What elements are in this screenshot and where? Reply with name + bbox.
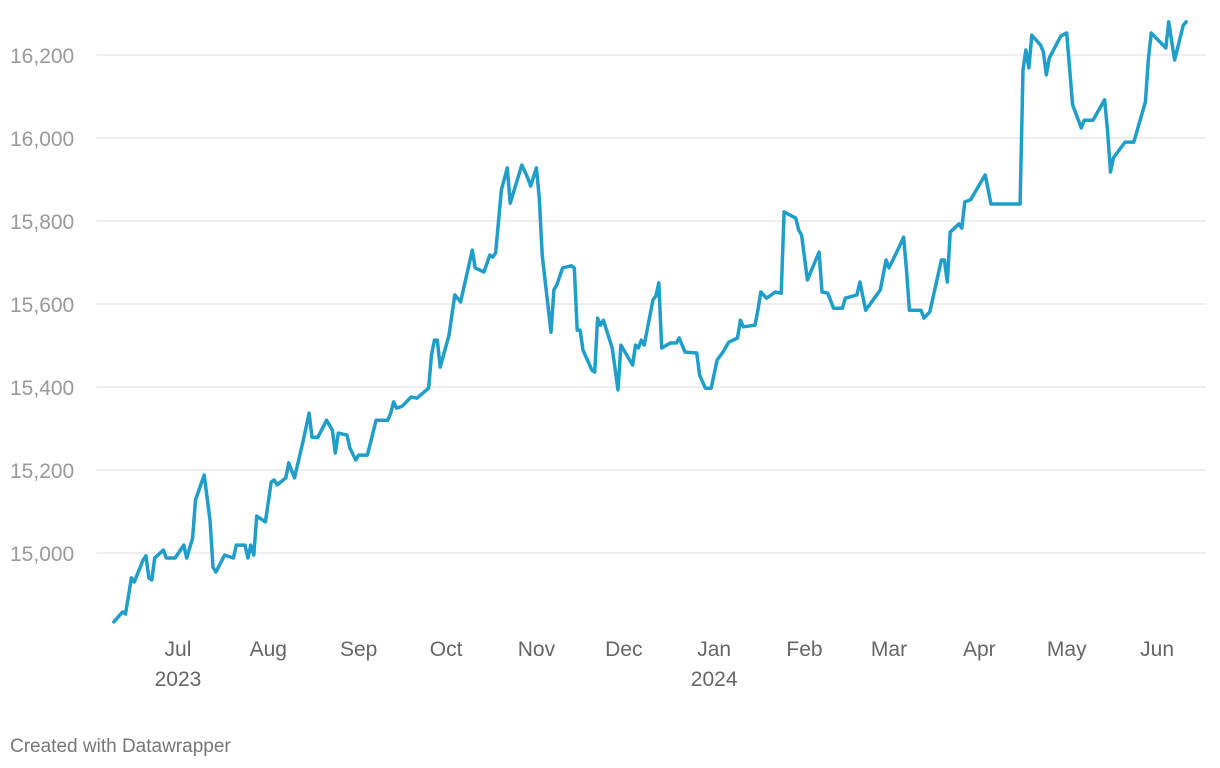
x-tick-label: Nov [518, 638, 556, 661]
x-tick-label: Jun [1140, 638, 1174, 661]
x-tick-label: Oct [430, 638, 463, 661]
y-tick-label: 15,600 [10, 294, 74, 317]
y-tick-label: 15,400 [10, 377, 74, 400]
x-year-label: 2024 [691, 668, 738, 691]
x-tick-label: May [1047, 638, 1087, 661]
x-tick-label: Feb [786, 638, 822, 661]
line [112, 20, 1188, 624]
footer: Created with Datawrapper [10, 736, 231, 757]
y-tick-label: 15,000 [10, 543, 74, 566]
x-tick-label: Jan [697, 638, 731, 661]
x-tick-label: Jul [165, 638, 192, 661]
y-tick-label: 15,800 [10, 211, 74, 234]
x-tick-label: Mar [871, 638, 907, 661]
y-tick-label: 16,000 [10, 128, 74, 151]
x-tick-label: Apr [963, 638, 996, 661]
x-tick-label: Dec [605, 638, 642, 661]
x-tick-label: Sep [340, 638, 377, 661]
y-tick-label: 16,200 [10, 45, 74, 68]
y-tick-label: 15,200 [10, 460, 74, 483]
x-year-label: 2023 [155, 668, 202, 691]
x-tick-label: Aug [250, 638, 287, 661]
